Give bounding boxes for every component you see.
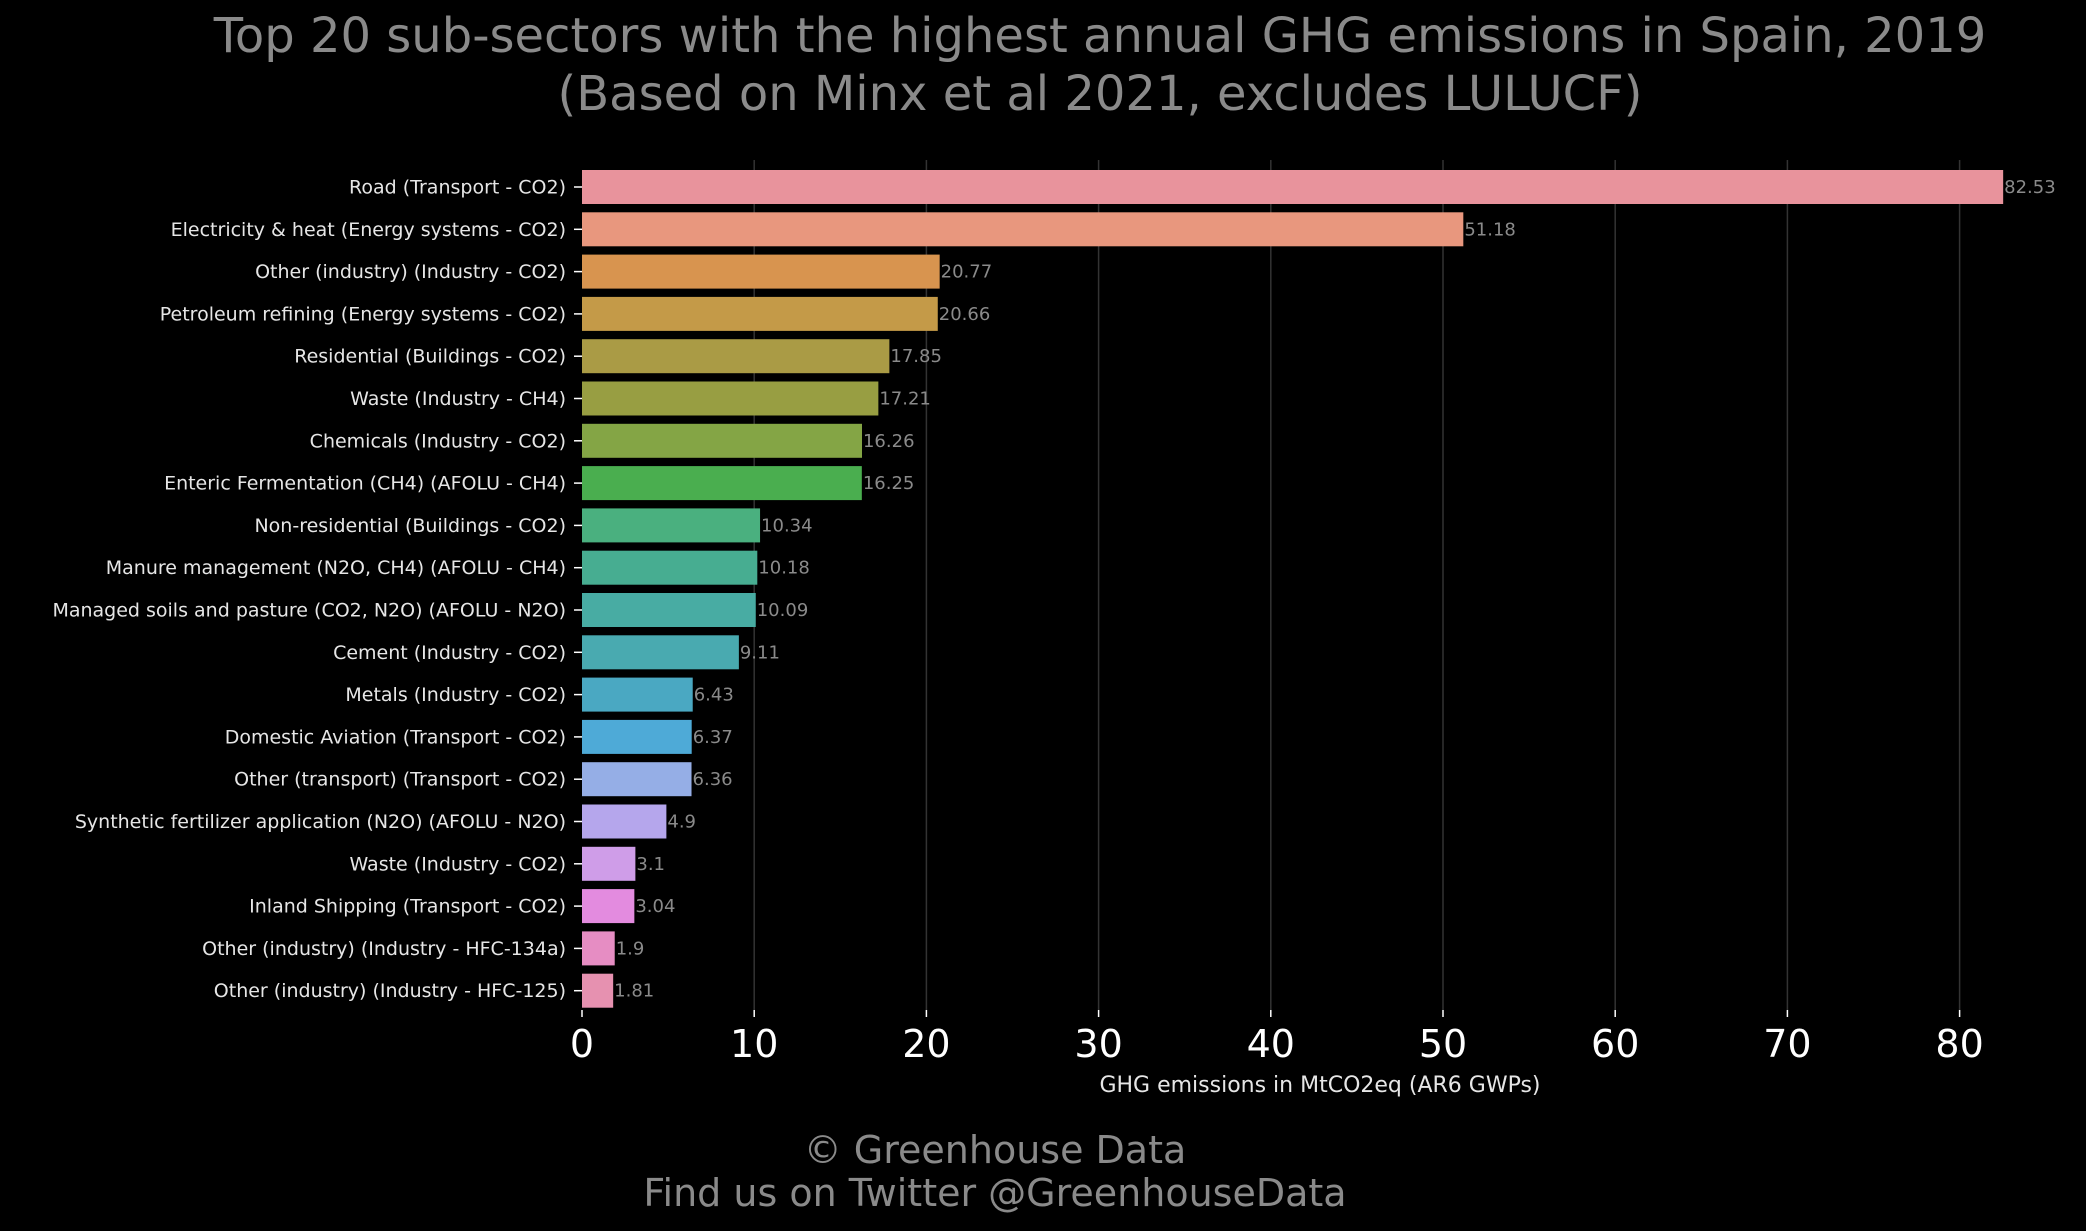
x-tick-label: 30 bbox=[1074, 1022, 1122, 1066]
category-label: Other (transport) (Transport - CO2) bbox=[234, 769, 566, 791]
bar bbox=[582, 550, 758, 585]
bar bbox=[582, 593, 756, 627]
category-label: Manure management (N2O, CH4) (AFOLU - CH… bbox=[106, 557, 566, 579]
bar bbox=[582, 677, 693, 712]
bar-value-label: 17.85 bbox=[890, 346, 942, 367]
bar bbox=[582, 254, 940, 289]
footer-twitter: Find us on Twitter @GreenhouseData bbox=[643, 1171, 1346, 1215]
x-tick-label: 20 bbox=[902, 1022, 950, 1066]
bar bbox=[582, 339, 890, 374]
chart-title: Top 20 sub-sectors with the highest annu… bbox=[213, 8, 1987, 64]
category-label: Electricity & heat (Energy systems - CO2… bbox=[171, 219, 566, 241]
value-labels: 82.53 51.18 20.77 20.66 17.85 17.21 16.26 16.25… bbox=[614, 177, 2056, 1002]
bar-value-label: 6.37 bbox=[693, 727, 733, 748]
x-tick-label: 40 bbox=[1247, 1022, 1295, 1066]
bar-value-label: 6.43 bbox=[694, 685, 734, 706]
category-label: Other (industry) (Industry - CO2) bbox=[255, 261, 566, 283]
category-label: Residential (Buildings - CO2) bbox=[294, 346, 566, 368]
x-tick-label: 10 bbox=[730, 1022, 778, 1066]
bar bbox=[582, 296, 938, 331]
x-tick-label: 60 bbox=[1591, 1022, 1639, 1066]
footer: © Greenhouse Data Find us on Twitter @Gr… bbox=[643, 1128, 1346, 1215]
category-label: Domestic Aviation (Transport - CO2) bbox=[225, 726, 566, 748]
category-label: Chemicals (Industry - CO2) bbox=[310, 430, 566, 452]
x-axis: 0 10 20 30 40 50 60 70 80 bbox=[570, 1010, 1984, 1066]
bar bbox=[582, 508, 761, 543]
bar bbox=[582, 212, 1464, 247]
x-tick-label: 50 bbox=[1419, 1022, 1467, 1066]
bar-value-label: 10.09 bbox=[757, 600, 809, 621]
category-label: Other (industry) (Industry - HFC-134a) bbox=[202, 938, 566, 960]
category-label: Road (Transport - CO2) bbox=[349, 177, 566, 199]
bar bbox=[582, 381, 879, 416]
bar bbox=[582, 804, 667, 839]
category-label: Managed soils and pasture (CO2, N2O) (AF… bbox=[52, 600, 566, 622]
category-label: Metals (Industry - CO2) bbox=[345, 684, 566, 706]
category-label: Cement (Industry - CO2) bbox=[333, 642, 566, 664]
footer-copyright: © Greenhouse Data bbox=[804, 1128, 1187, 1172]
category-label: Waste (Industry - CO2) bbox=[349, 853, 566, 875]
x-tick-label: 80 bbox=[1935, 1022, 1983, 1066]
bar-value-label: 10.34 bbox=[761, 515, 813, 536]
bar-value-label: 3.04 bbox=[635, 896, 675, 917]
bar bbox=[582, 973, 614, 1008]
category-label: Synthetic fertilizer application (N2O) (… bbox=[75, 811, 566, 833]
chart-subtitle: (Based on Minx et al 2021, excludes LULU… bbox=[558, 66, 1643, 122]
bar-value-label: 17.21 bbox=[879, 389, 931, 410]
bar-value-label: 16.25 bbox=[863, 473, 915, 494]
bar-value-label: 4.9 bbox=[667, 812, 696, 833]
bar-value-label: 16.26 bbox=[863, 431, 915, 452]
category-label: Other (industry) (Industry - HFC-125) bbox=[214, 980, 566, 1002]
bar bbox=[582, 635, 739, 670]
category-label: Petroleum refining (Energy systems - CO2… bbox=[160, 303, 566, 325]
bars bbox=[582, 170, 2004, 1008]
bar-value-label: 9.11 bbox=[740, 642, 780, 663]
bar-value-label: 20.66 bbox=[939, 304, 991, 325]
bar bbox=[582, 719, 692, 754]
bar-value-label: 6.36 bbox=[693, 769, 733, 790]
bar-value-label: 51.18 bbox=[1464, 219, 1516, 240]
bar bbox=[582, 466, 862, 501]
category-label: Non-residential (Buildings - CO2) bbox=[254, 515, 566, 537]
x-axis-label: GHG emissions in MtCO2eq (AR6 GWPs) bbox=[1099, 1073, 1540, 1098]
bar bbox=[582, 931, 615, 966]
x-tick-label: 0 bbox=[570, 1022, 594, 1066]
chart-title-block: Top 20 sub-sectors with the highest annu… bbox=[213, 8, 1987, 122]
bar-value-label: 10.18 bbox=[758, 558, 810, 579]
bar bbox=[582, 889, 635, 924]
category-label: Enteric Fermentation (CH4) (AFOLU - CH4) bbox=[164, 473, 566, 495]
category-label: Waste (Industry - CH4) bbox=[350, 388, 566, 410]
bar-value-label: 1.81 bbox=[614, 981, 654, 1002]
bar-value-label: 3.1 bbox=[636, 854, 665, 875]
category-label: Inland Shipping (Transport - CO2) bbox=[249, 896, 566, 918]
bar bbox=[582, 170, 2004, 204]
bar-value-label: 82.53 bbox=[2004, 177, 2056, 198]
category-labels: Road (Transport - CO2) Electricity & heat… bbox=[52, 177, 582, 1002]
bar-value-label: 20.77 bbox=[941, 262, 993, 283]
bar bbox=[582, 762, 692, 797]
bar-value-label: 1.9 bbox=[616, 938, 645, 959]
bar bbox=[582, 423, 862, 458]
x-tick-label: 70 bbox=[1763, 1022, 1811, 1066]
bar bbox=[582, 846, 636, 881]
